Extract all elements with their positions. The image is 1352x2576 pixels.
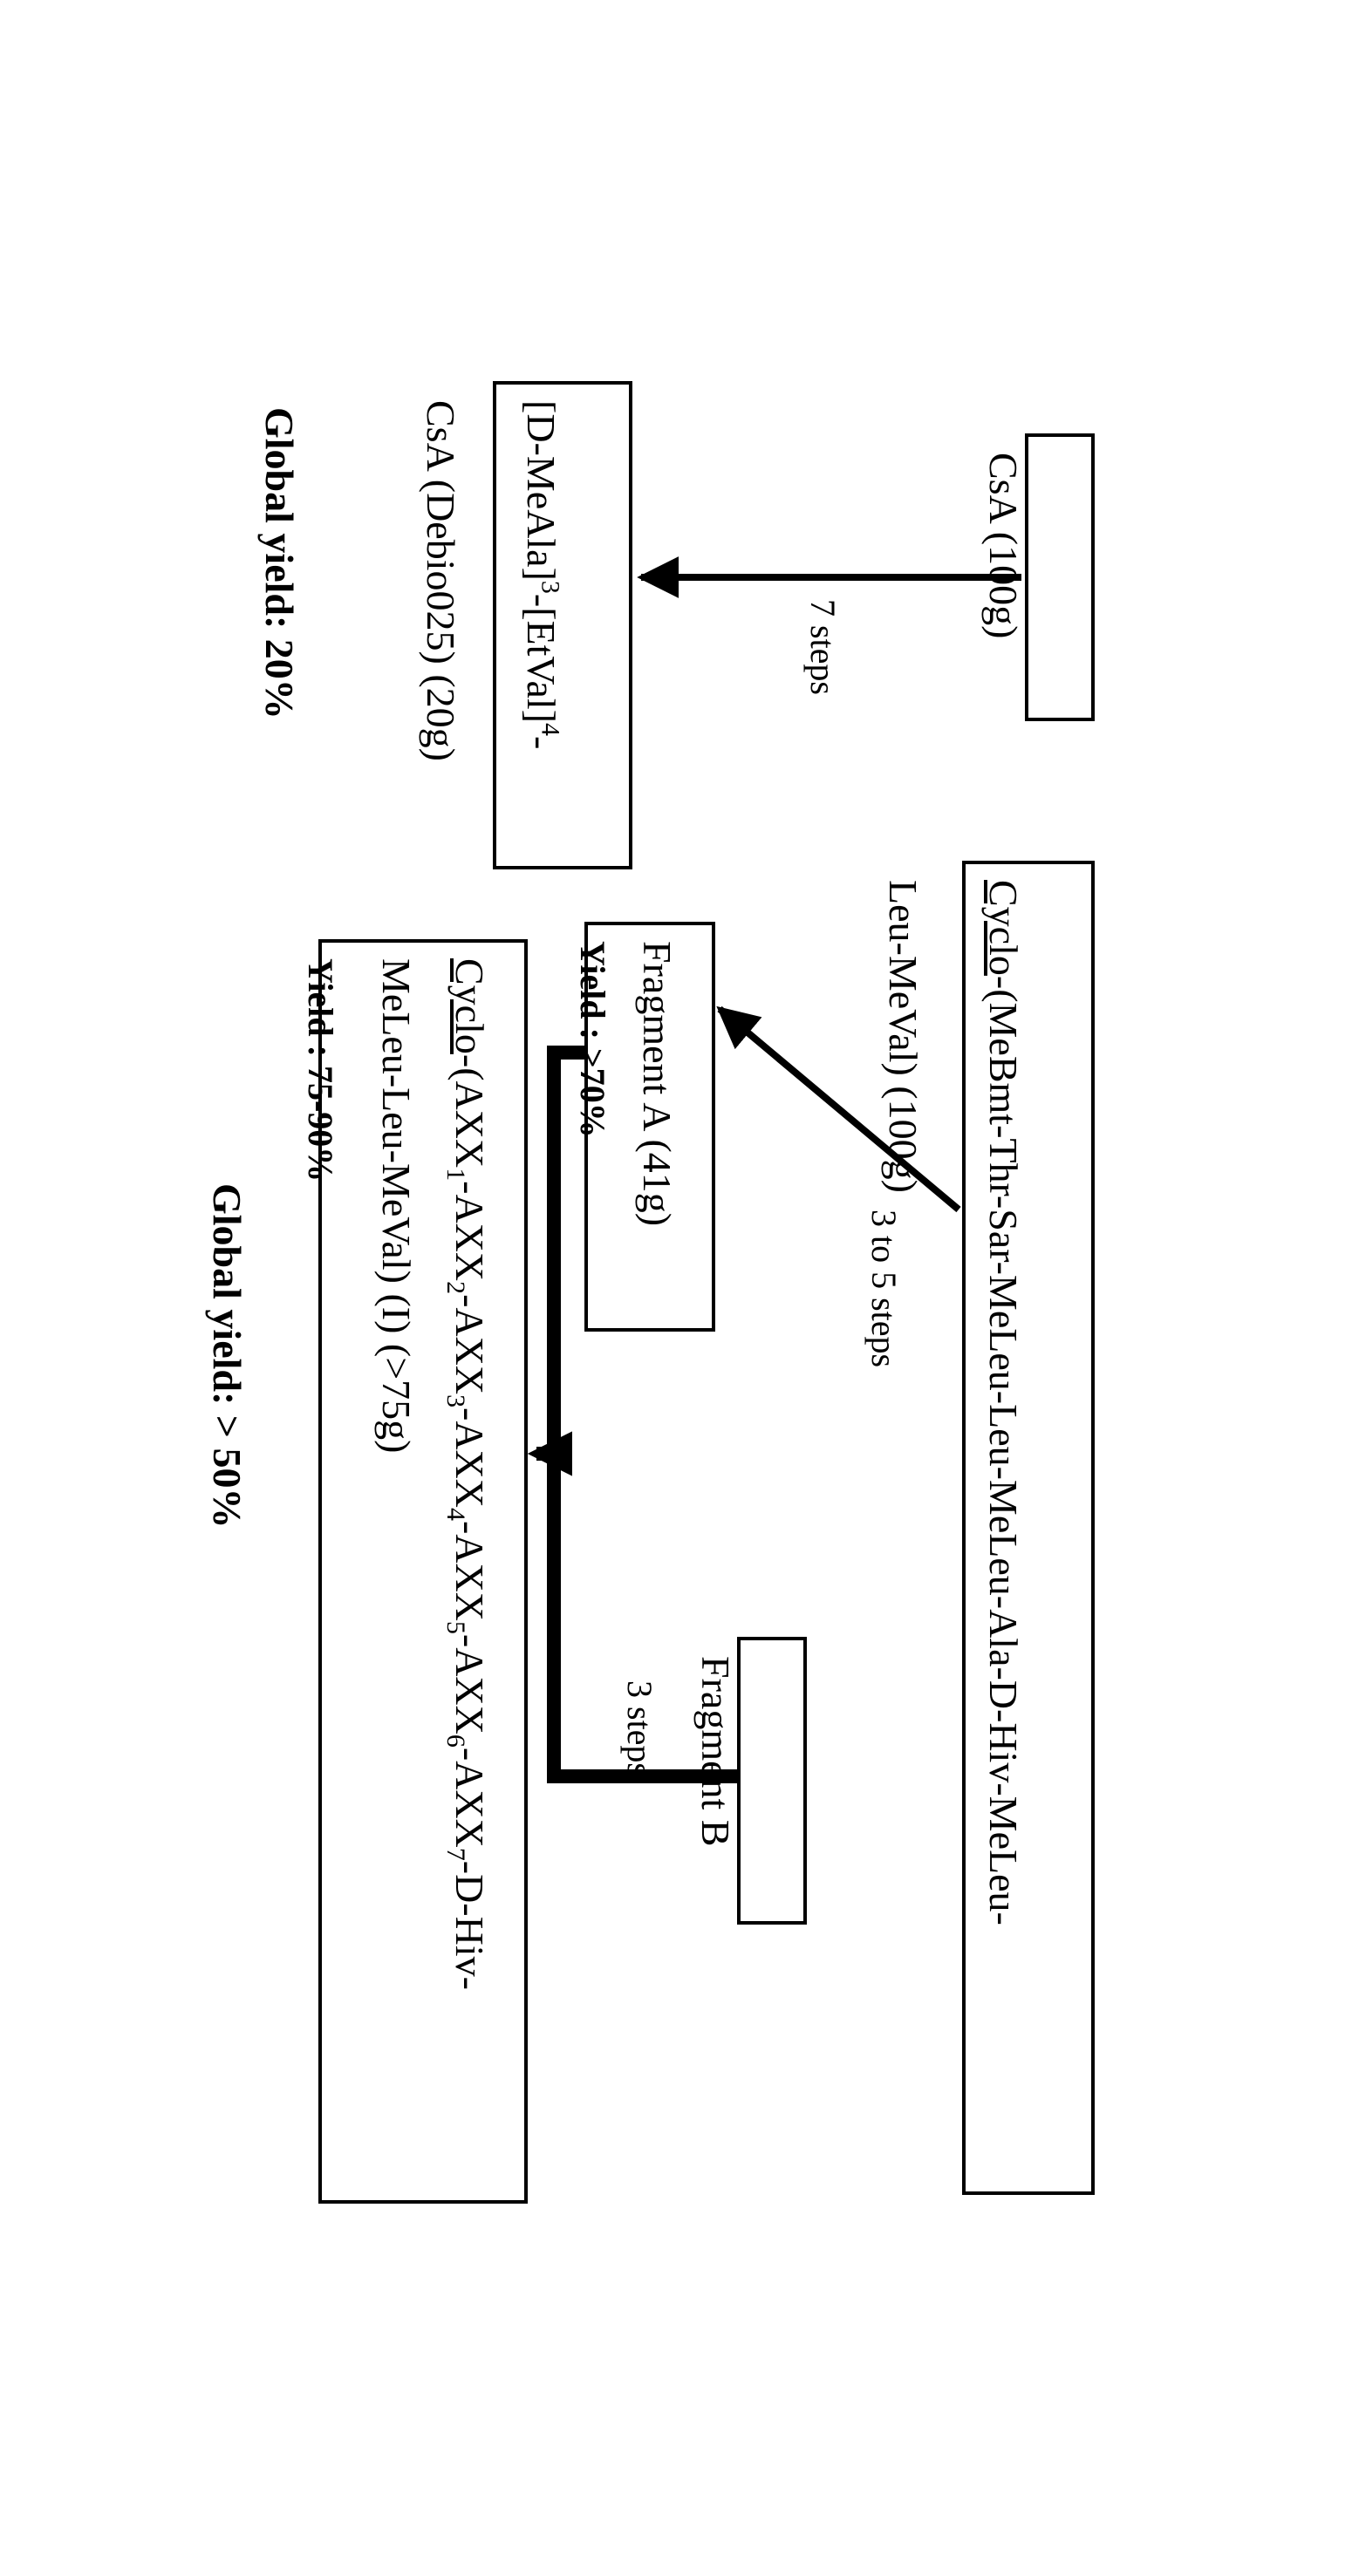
global-yield-left: Global yield: 20% <box>256 407 301 719</box>
fragB-text: Fragment B <box>694 1656 739 1846</box>
cyclo-axx-line2: MeLeu-Leu-MeVal) (I) (>75g) <box>374 958 419 1453</box>
node-csa: CsA (100g) <box>1025 433 1095 721</box>
debio-line2: CsA (Debio025) (20g) <box>419 400 463 761</box>
fragA-yield: Yield : >70% <box>574 941 613 1138</box>
label-3-5-steps: 3 to 5 steps <box>864 1210 903 1367</box>
node-debio: [D-MeAla]3-[EtVal]4- CsA (Debio025) (20g… <box>493 381 632 869</box>
csa-text: CsA (100g) <box>982 453 1027 638</box>
cyclo-start-prefix: Cyclo <box>982 880 1027 976</box>
node-fragment-a: Fragment A (41g) Yield : >70% <box>584 922 715 1332</box>
node-cyclo-axx: Cyclo-(AXX1-AXX2-AXX3-AXX4-AXX5-AXX6-AXX… <box>318 939 528 2204</box>
label-3-steps: 3 steps <box>620 1680 659 1776</box>
global-yield-right: Global yield: > 50% <box>204 1183 249 1529</box>
node-cyclo-start: Cyclo-(MeBmt-Thr-Sar-MeLeu-Leu-MeLeu-Ala… <box>962 861 1095 2195</box>
cyclo-axx-line1: Cyclo-(AXX1-AXX2-AXX3-AXX4-AXX5-AXX6-AXX… <box>447 958 492 1990</box>
debio-line1: [D-MeAla]3-[EtVal]4- <box>519 400 563 749</box>
cyclo-axx-yield: Yield : 75-90% <box>298 958 342 1182</box>
label-7-steps: 7 steps <box>803 599 842 695</box>
fragA-text: Fragment A (41g) <box>635 941 679 1226</box>
cyclo-start-line2: Leu-MeVal) (100g) <box>882 880 926 1193</box>
cyclo-start-line1-rest: -(MeBmt-Thr-Sar-MeLeu-Leu-MeLeu-Ala-D-Hi… <box>982 976 1027 1925</box>
node-fragment-b: Fragment B <box>737 1637 807 1925</box>
diagram-stage: CsA (100g) Cyclo-(MeBmt-Thr-Sar-MeLeu-Le… <box>153 329 1199 2247</box>
